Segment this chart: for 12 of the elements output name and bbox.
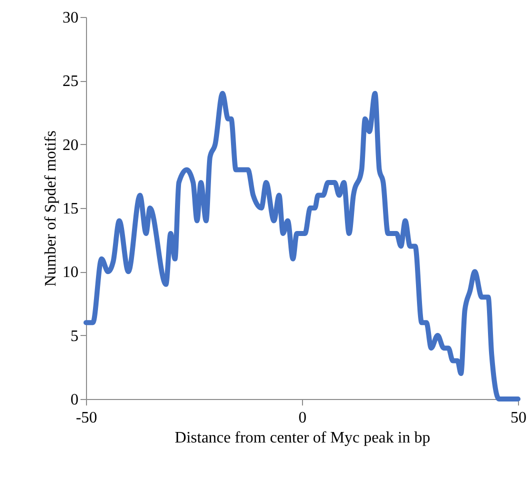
y-axis-title: Number of Spdef motifs bbox=[42, 130, 60, 286]
x-tick-label: 50 bbox=[510, 410, 526, 426]
y-tick-label: 20 bbox=[62, 136, 78, 154]
x-tick-label: -50 bbox=[76, 410, 98, 426]
y-tick-label: 5 bbox=[70, 328, 78, 345]
x-tick-label: 0 bbox=[298, 410, 306, 426]
x-axis-title: Distance from center of Myc peak in bp bbox=[174, 430, 430, 446]
y-tick-label: 0 bbox=[70, 392, 78, 408]
y-tick-label: 10 bbox=[62, 264, 78, 282]
y-tick-label: 15 bbox=[62, 200, 78, 218]
y-tick-label: 30 bbox=[62, 10, 78, 26]
y-tick-label: 25 bbox=[62, 73, 78, 90]
